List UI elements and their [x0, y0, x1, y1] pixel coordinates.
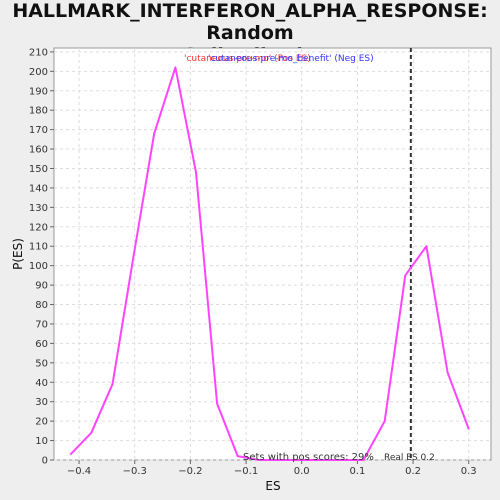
data-point: [404, 274, 407, 277]
data-point: [90, 431, 93, 434]
data-point: [153, 132, 156, 135]
real-es-label: Real ES 0.2: [384, 453, 435, 463]
x-tick-label: −0.4: [67, 466, 91, 477]
grid-lines: [54, 48, 491, 461]
data-point: [341, 459, 344, 461]
y-tick-label: 20: [35, 417, 48, 428]
x-axis-title: ES: [265, 479, 280, 493]
x-tick-label: 0.3: [461, 466, 477, 477]
data-point: [111, 383, 114, 386]
y-tick-label: 70: [35, 319, 48, 330]
y-tick-label: 170: [29, 125, 48, 136]
y-tick-label: 10: [35, 436, 48, 447]
pos-score-annotation: Sets with pos scores: 29%: [243, 452, 374, 463]
x-tick-label: 0.0: [294, 466, 310, 477]
data-point: [174, 66, 177, 69]
data-point: [258, 459, 260, 461]
x-tick-label: −0.1: [234, 466, 258, 477]
y-tick-label: 80: [35, 300, 48, 311]
x-tick-label: −0.3: [123, 466, 147, 477]
chart-title-line-1: HALLMARK_INTERFERON_ALPHA_RESPONSE: Rand…: [12, 0, 488, 44]
axes: 0 10 20 30 40 50 60 70 80 90 100 110 120 130 140 150 160…: [29, 47, 477, 477]
y-tick-label: 50: [35, 358, 48, 369]
y-tick-label: 110: [29, 242, 48, 253]
data-point: [467, 428, 470, 430]
y-tick-label: 190: [29, 86, 48, 97]
data-point: [132, 255, 135, 257]
series-lines: [69, 66, 470, 461]
y-tick-label: 100: [29, 261, 48, 272]
data-point: [299, 459, 302, 461]
data-point: [236, 455, 239, 457]
data-point: [446, 371, 449, 374]
y-tick-label: 0: [42, 456, 48, 467]
y-tick-label: 60: [35, 339, 48, 350]
y-tick-label: 140: [29, 183, 48, 194]
data-point: [320, 459, 323, 461]
y-tick-label: 130: [29, 203, 48, 214]
y-tick-label: 150: [29, 164, 48, 175]
y-tick-label: 120: [29, 222, 48, 233]
y-tick-label: 160: [29, 145, 48, 156]
x-tick-label: 0.2: [405, 466, 421, 477]
y-tick-label: 210: [29, 47, 48, 58]
x-tick-label: 0.1: [349, 466, 365, 477]
data-point: [69, 453, 72, 455]
x-tick-label: −0.2: [178, 466, 202, 477]
y-tick-label: 30: [35, 397, 48, 408]
legend-pos-label: 'cutaneous-pre-mo' (Pos ES): [184, 54, 311, 64]
data-point: [362, 459, 365, 461]
legend-neg-label: 'cutaneous-pre-mo_benefit' (Neg ES): [208, 54, 374, 64]
data-point: [383, 420, 386, 422]
series-line: [69, 66, 470, 461]
plot-area: [53, 47, 492, 461]
y-tick-label: 90: [35, 281, 48, 292]
y-tick-label: 200: [29, 67, 48, 78]
data-point: [195, 171, 197, 174]
y-tick-label: 40: [35, 378, 48, 389]
data-point: [425, 245, 428, 248]
data-point: [278, 459, 281, 461]
y-tick-label: 180: [29, 106, 48, 117]
y-axis-title: P(ES): [11, 238, 25, 270]
data-point: [216, 402, 218, 405]
